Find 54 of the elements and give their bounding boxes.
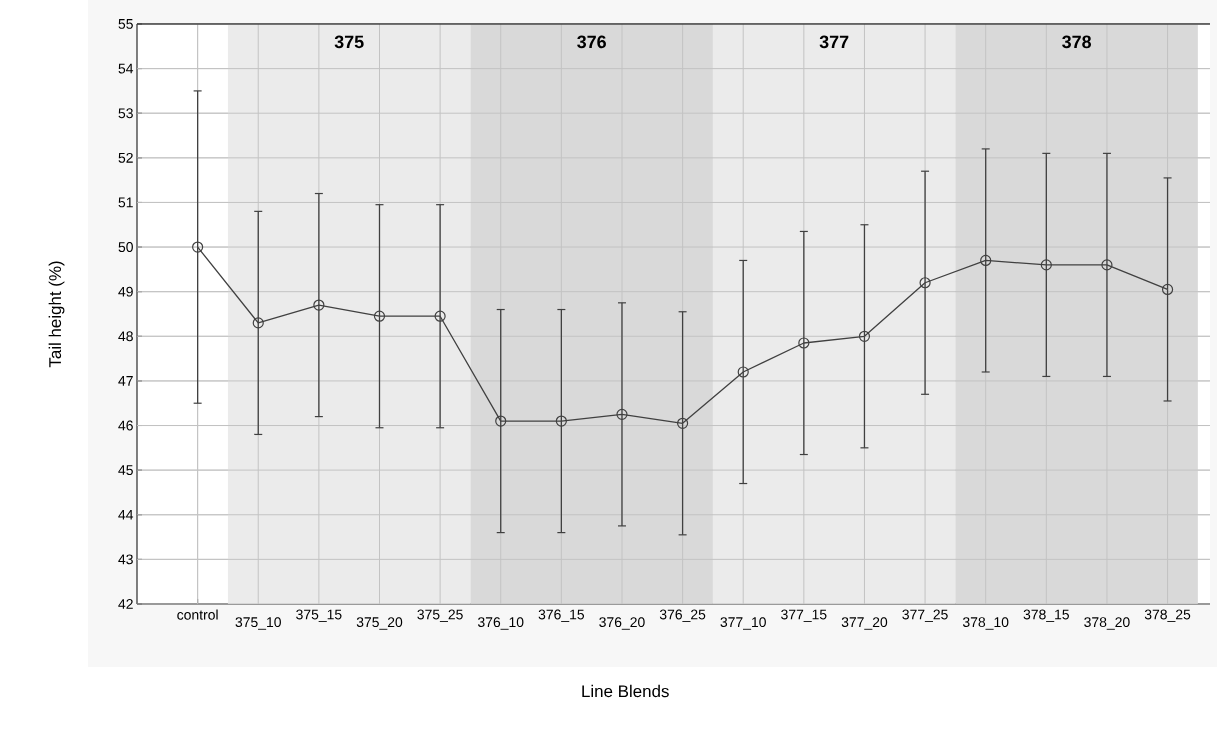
point	[919, 277, 931, 289]
x-tick-label: 377_10	[720, 617, 766, 630]
band-label: 375	[334, 35, 364, 49]
y-tick-label: 44	[118, 509, 134, 520]
point	[313, 299, 325, 311]
x-tick-label: 378_20	[1084, 617, 1130, 630]
y-tick-label: 42	[118, 599, 133, 609]
point	[858, 330, 871, 342]
point	[1161, 283, 1174, 296]
point	[434, 310, 446, 322]
y-tick-label: 54	[118, 63, 134, 74]
x-tick-label: 375_25	[417, 609, 463, 623]
y-tick-label: 53	[118, 108, 133, 119]
x-tick-label: 375_10	[235, 617, 281, 630]
y-tick-label: 45	[118, 465, 133, 476]
y-tick-label: 49	[118, 286, 133, 297]
x-tick-label: 375_20	[356, 617, 403, 630]
y-tick-label: 51	[118, 197, 133, 208]
point	[252, 317, 264, 329]
point	[1040, 259, 1052, 271]
x-tick-label: 377_20	[841, 617, 888, 630]
x-tick-label: 378_15	[1023, 609, 1069, 623]
x-tick-label: 376_20	[599, 617, 645, 630]
y-tick-label: 43	[118, 554, 133, 565]
point	[495, 415, 507, 427]
x-tick-label: 378_25	[1144, 609, 1191, 623]
x-tick-label: 377_25	[902, 609, 948, 623]
x-axis-title: Line Blends	[582, 684, 669, 698]
point	[373, 310, 386, 322]
y-tick-label: 50	[118, 242, 133, 252]
point	[616, 408, 628, 420]
point	[980, 254, 992, 267]
x-tick-label: 375_15	[296, 609, 342, 623]
point	[555, 415, 567, 427]
y-tick-label: 55	[118, 19, 133, 29]
point	[1101, 259, 1113, 271]
x-tick-label: 377_15	[781, 609, 827, 623]
y-tick-label: 47	[118, 376, 133, 386]
x-tick-label: 378_10	[962, 617, 1009, 630]
point	[676, 417, 689, 429]
point	[737, 366, 749, 378]
y-tick-label: 46	[118, 420, 133, 431]
band-label: 377	[819, 35, 849, 49]
point	[192, 241, 204, 253]
point	[798, 337, 810, 349]
x-tick-label: 376_25	[659, 609, 706, 623]
x-tick-label: control	[177, 609, 218, 620]
y-tick-label: 48	[118, 331, 133, 342]
band-label: 376	[577, 35, 606, 49]
band-label: 378	[1062, 35, 1092, 49]
x-tick-label: 376_10	[477, 617, 524, 630]
y-tick-label: 52	[118, 152, 133, 163]
x-tick-label: 376_15	[538, 609, 585, 623]
y-axis-title: Tail height (%)	[48, 261, 65, 368]
